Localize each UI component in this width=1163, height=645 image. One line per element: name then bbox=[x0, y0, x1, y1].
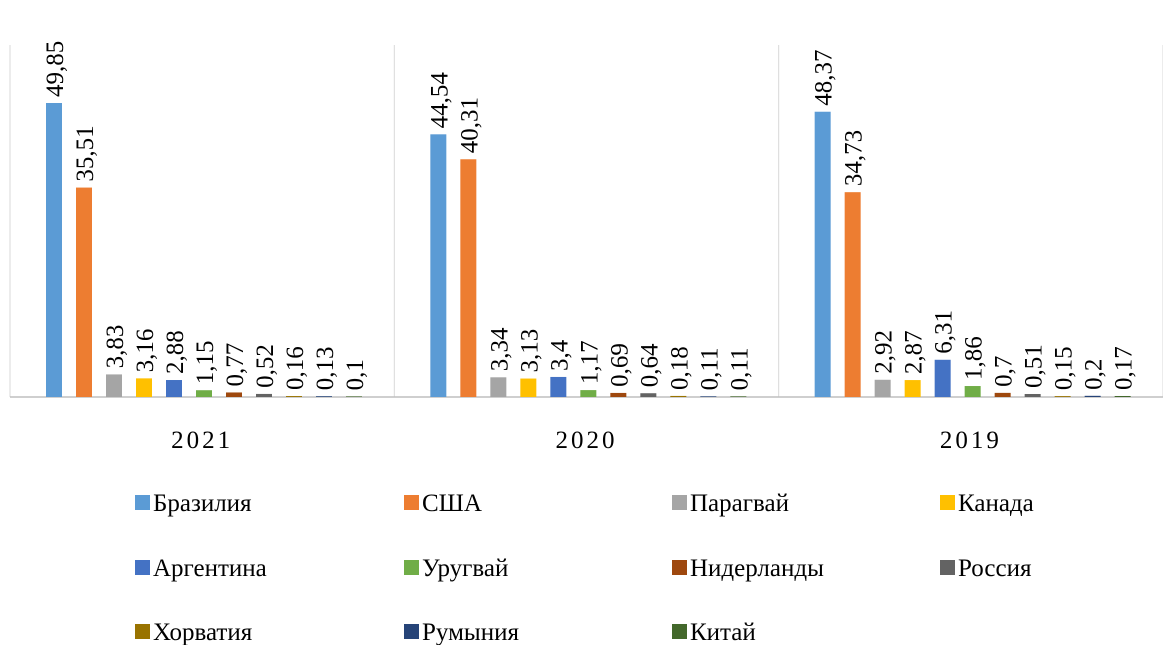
bar bbox=[286, 396, 302, 397]
legend-swatch bbox=[672, 560, 687, 575]
bar bbox=[46, 103, 62, 397]
x-tick-label: 2021 bbox=[171, 427, 233, 454]
x-tick-label: 2020 bbox=[556, 427, 618, 454]
bar bbox=[226, 392, 242, 397]
bar bbox=[904, 380, 921, 397]
bar bbox=[700, 396, 717, 397]
legend-swatch bbox=[135, 624, 150, 639]
legend-label: Аргентина bbox=[153, 555, 267, 582]
data-label: 0,69 bbox=[606, 343, 633, 387]
data-label: 0,13 bbox=[312, 346, 339, 390]
data-label: 0,17 bbox=[1111, 346, 1138, 390]
data-label: 1,86 bbox=[961, 336, 988, 380]
data-label: 0,51 bbox=[1021, 344, 1048, 388]
data-label: 0,1 bbox=[342, 359, 369, 390]
bar bbox=[1054, 396, 1071, 397]
bar bbox=[844, 192, 861, 397]
bar bbox=[76, 187, 92, 397]
legend-swatch bbox=[135, 560, 150, 575]
data-label: 0,7 bbox=[991, 356, 1018, 387]
bar bbox=[136, 378, 152, 397]
legend-label: Китай bbox=[690, 619, 756, 645]
data-label: 34,73 bbox=[841, 130, 868, 186]
bar bbox=[550, 376, 567, 397]
bar bbox=[520, 378, 537, 397]
data-label: 6,31 bbox=[931, 310, 958, 354]
bar bbox=[316, 396, 332, 397]
data-label: 0,15 bbox=[1051, 346, 1078, 390]
data-label: 3,16 bbox=[132, 329, 159, 373]
bar bbox=[256, 393, 272, 397]
bar bbox=[994, 392, 1011, 397]
bar bbox=[934, 359, 951, 397]
bar bbox=[580, 390, 597, 397]
legend-label: Канада bbox=[958, 490, 1034, 517]
bar bbox=[1084, 395, 1101, 397]
data-label: 0,77 bbox=[222, 343, 249, 387]
data-label: 35,51 bbox=[72, 125, 99, 181]
data-label: 48,37 bbox=[811, 49, 838, 105]
legend-label: Хорватия bbox=[153, 619, 253, 645]
legend-label: Нидерланды bbox=[690, 555, 824, 582]
legend-swatch bbox=[940, 495, 955, 510]
bar bbox=[166, 380, 182, 397]
bar bbox=[1024, 393, 1041, 397]
data-label: 1,15 bbox=[192, 340, 219, 384]
bar bbox=[640, 393, 657, 397]
data-label: 0,16 bbox=[282, 346, 309, 390]
data-label: 0,2 bbox=[1081, 359, 1108, 390]
data-label: 40,31 bbox=[456, 97, 483, 153]
data-label: 0,52 bbox=[252, 344, 279, 388]
legend-swatch bbox=[404, 624, 419, 639]
data-label: 0,11 bbox=[696, 348, 723, 391]
bar bbox=[460, 159, 477, 397]
legend-label: Бразилия bbox=[153, 490, 252, 517]
data-label: 0,18 bbox=[666, 346, 693, 390]
data-label: 3,4 bbox=[546, 339, 573, 371]
data-label: 3,34 bbox=[486, 327, 513, 371]
x-tick-label: 2019 bbox=[940, 427, 1002, 454]
legend-label: Уругвай bbox=[422, 555, 508, 582]
bar bbox=[106, 374, 122, 397]
legend-swatch bbox=[135, 495, 150, 510]
data-label: 1,17 bbox=[576, 340, 603, 384]
legend-label: США bbox=[422, 490, 482, 517]
legend-swatch bbox=[672, 495, 687, 510]
legend-swatch bbox=[940, 560, 955, 575]
bar bbox=[346, 396, 362, 397]
bar bbox=[964, 386, 981, 397]
legend-swatch bbox=[672, 624, 687, 639]
data-label: 0,64 bbox=[636, 343, 663, 387]
legend-swatch bbox=[404, 560, 419, 575]
bar bbox=[814, 111, 831, 398]
bar bbox=[196, 390, 212, 397]
data-label: 44,54 bbox=[426, 72, 453, 129]
bar bbox=[670, 395, 687, 397]
bar bbox=[1114, 395, 1131, 397]
legend-swatch bbox=[404, 495, 419, 510]
bar bbox=[874, 379, 891, 397]
data-label: 49,85 bbox=[42, 41, 69, 97]
bar bbox=[730, 396, 747, 397]
legend-label: Парагвай bbox=[690, 490, 789, 517]
legend-label: Румыния bbox=[422, 619, 519, 645]
data-label: 3,13 bbox=[516, 329, 543, 373]
legend-label: Россия bbox=[958, 555, 1032, 582]
bar bbox=[610, 392, 627, 397]
bar bbox=[490, 377, 507, 397]
data-label: 2,92 bbox=[871, 330, 898, 374]
bar bbox=[430, 134, 447, 397]
data-label: 0,11 bbox=[726, 348, 753, 391]
data-label: 2,87 bbox=[901, 330, 928, 374]
data-label: 3,83 bbox=[102, 325, 129, 369]
data-label: 2,88 bbox=[162, 330, 189, 374]
